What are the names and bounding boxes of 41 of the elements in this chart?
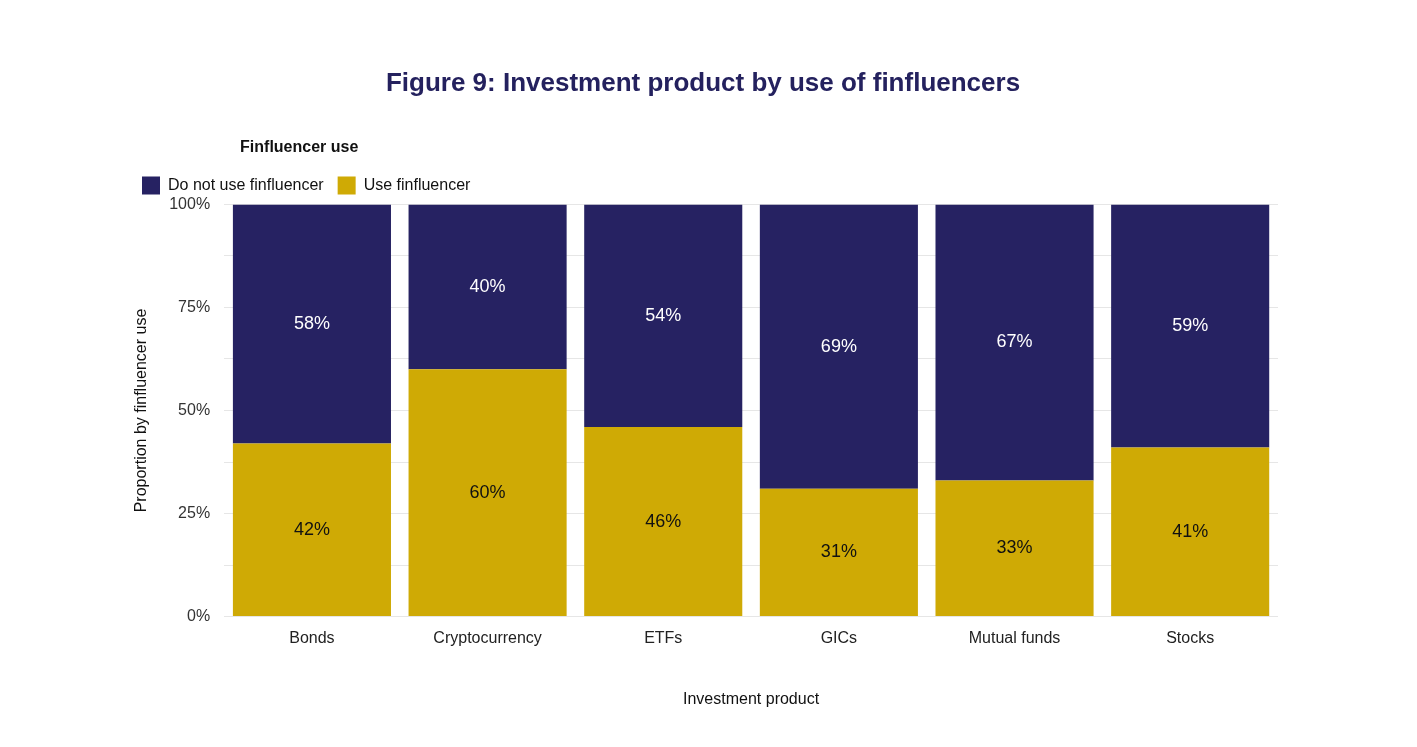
bar xyxy=(408,204,567,370)
bar xyxy=(584,204,743,427)
bar xyxy=(584,426,743,617)
legend-title: Finfluencer use xyxy=(240,137,359,155)
data-label: 31% xyxy=(820,541,857,562)
x-axis-title: Investment product xyxy=(683,689,820,707)
data-label: 40% xyxy=(469,275,506,296)
bar xyxy=(232,204,391,444)
data-label: 46% xyxy=(645,510,682,531)
bar xyxy=(232,443,391,617)
data-label: 54% xyxy=(645,304,682,325)
x-tick-label: GICs xyxy=(820,628,858,646)
data-label: 33% xyxy=(996,537,1033,558)
legend-label: Use finfluencer xyxy=(363,175,472,193)
y-tick-label: 25% xyxy=(178,503,211,521)
x-tick-label: Cryptocurrency xyxy=(433,628,542,646)
y-tick-label: 75% xyxy=(178,297,211,315)
chart-title: Figure 9: Investment product by use of finfluencers xyxy=(385,66,1021,97)
y-tick-label: 0% xyxy=(187,607,211,625)
data-label: 69% xyxy=(820,335,857,356)
bar xyxy=(1111,447,1270,617)
x-tick-label: Bonds xyxy=(289,628,335,646)
data-label: 42% xyxy=(293,518,330,539)
x-tick-label: Mutual funds xyxy=(968,628,1061,646)
data-label: 41% xyxy=(1172,520,1209,541)
data-label: 67% xyxy=(996,331,1033,352)
bar xyxy=(408,369,567,617)
data-label: 58% xyxy=(293,312,330,333)
bar xyxy=(935,204,1094,481)
y-axis-title: Proportion by finfluencer use xyxy=(132,308,150,513)
data-label: 59% xyxy=(1172,314,1209,335)
y-tick-label: 50% xyxy=(178,400,211,418)
x-tick-label: Stocks xyxy=(1166,628,1215,646)
y-tick-label: 100% xyxy=(169,194,211,212)
x-tick-label: ETFs xyxy=(644,628,683,646)
legend-label: Do not use finfluencer xyxy=(168,175,325,193)
bar xyxy=(759,204,918,489)
bar xyxy=(935,480,1094,617)
bar xyxy=(1111,204,1270,448)
data-label: 60% xyxy=(469,481,506,502)
bar xyxy=(759,488,918,617)
